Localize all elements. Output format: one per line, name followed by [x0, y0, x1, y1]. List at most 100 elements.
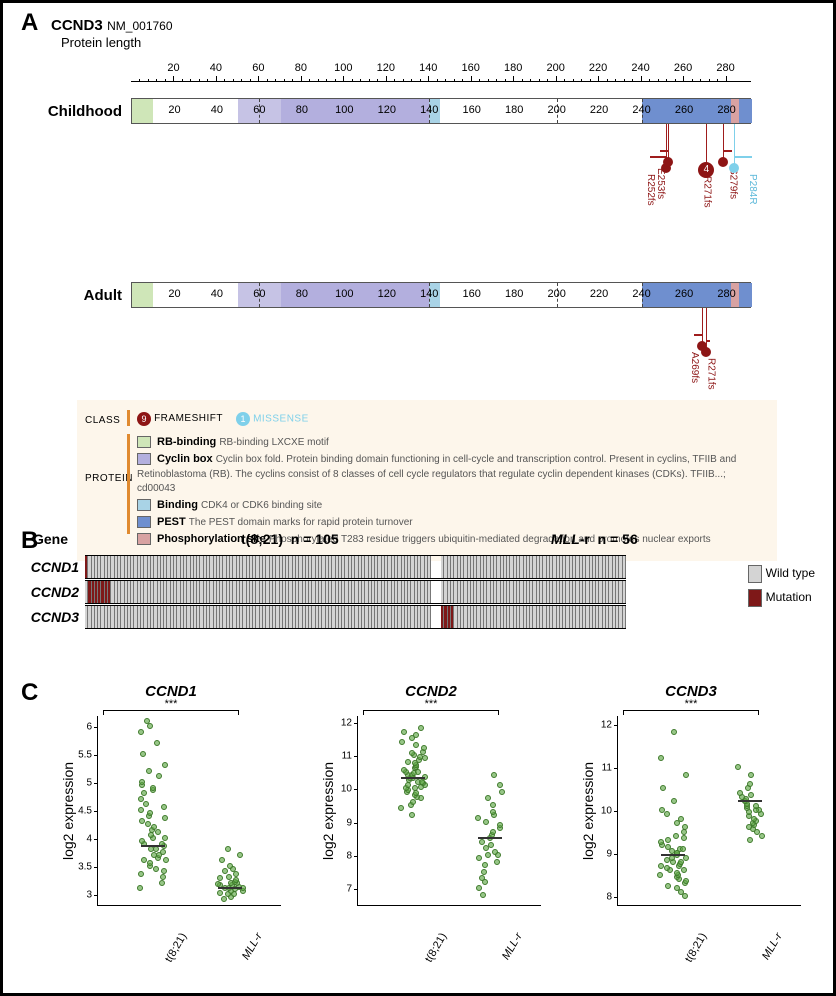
data-point [401, 729, 407, 735]
lollipop-label: R271fs [705, 358, 716, 390]
missense-badge: 1 [236, 412, 250, 426]
bar-number: 240 [632, 104, 650, 116]
data-point [658, 863, 664, 869]
protein-legend-line: RB-binding RB-binding LXCXE motif [137, 435, 761, 450]
bar-number: 80 [296, 104, 308, 116]
data-point [497, 822, 503, 828]
protein-length-label: Protein length [61, 35, 815, 50]
data-point [138, 807, 144, 813]
data-point [482, 862, 488, 868]
bar-number: 200 [547, 104, 565, 116]
data-point [162, 815, 168, 821]
data-point [148, 832, 154, 838]
data-point [151, 824, 157, 830]
data-point [150, 785, 156, 791]
bar-number: 40 [211, 288, 223, 300]
xtick-label: MLL-r [760, 931, 785, 962]
data-point [409, 750, 415, 756]
bar-number: 160 [463, 288, 481, 300]
data-point [225, 846, 231, 852]
ytick-label: 12 [584, 719, 612, 730]
bar-number: 140 [420, 104, 438, 116]
legend-name: Binding [157, 499, 201, 511]
panel-a: CCND3 NM_001760 Protein length 204060801… [21, 13, 815, 561]
ruler-tick-label: 100 [334, 62, 352, 74]
data-point [422, 755, 428, 761]
data-point [680, 846, 686, 852]
data-point [479, 839, 485, 845]
panel-b-legend: Wild type Mutation [748, 565, 815, 607]
bar-number: 20 [168, 104, 180, 116]
legend-desc: Cyclin box fold. Protein binding domain … [137, 454, 736, 495]
data-point [673, 833, 679, 839]
lollipop-label: E253fs [655, 168, 666, 199]
significance-bar: *** [61, 702, 281, 716]
ruler-tick-label: 220 [589, 62, 607, 74]
data-point [140, 751, 146, 757]
data-point [413, 732, 419, 738]
track-label: Adult [22, 287, 122, 304]
data-point [161, 868, 167, 874]
data-point [138, 729, 144, 735]
data-point [160, 849, 166, 855]
data-point [476, 885, 482, 891]
data-point [162, 762, 168, 768]
missense-label: MISSENSE [253, 413, 309, 424]
ruler-tick-label: 280 [716, 62, 734, 74]
yaxis-label: log2 expression [320, 761, 336, 859]
data-point [138, 871, 144, 877]
data-point [139, 838, 145, 844]
data-point [401, 767, 407, 773]
scatter-area: log2 expression789101112t(8;21)MLL-r [357, 716, 541, 906]
ytick-label: 4 [64, 833, 92, 844]
data-point [659, 807, 665, 813]
data-point [217, 875, 223, 881]
data-point [681, 867, 687, 873]
data-point [485, 795, 491, 801]
legend-desc: RB-binding LXCXE motif [219, 437, 329, 448]
lollipop-head [729, 163, 739, 173]
data-point [658, 755, 664, 761]
bar-number: 140 [420, 288, 438, 300]
data-point [237, 852, 243, 858]
data-point [144, 718, 150, 724]
data-point [479, 875, 485, 881]
ruler-tick-label: 120 [377, 62, 395, 74]
xtick-label: t(8;21) [423, 931, 449, 965]
lollipop-label: R271fs [701, 176, 712, 208]
data-point [141, 857, 147, 863]
data-point [748, 792, 754, 798]
legend-name: Cyclin box [157, 453, 216, 465]
bar-number: 220 [590, 288, 608, 300]
data-point [748, 772, 754, 778]
bar-number: 280 [717, 288, 735, 300]
protein-ruler: 20406080100120140160180200220240260280 [131, 54, 751, 82]
ytick-label: 7 [324, 884, 352, 895]
ytick-label: 3.5 [64, 861, 92, 872]
lollipop-label: A269fs [689, 352, 700, 383]
data-point [665, 844, 671, 850]
ytick-label: 10 [324, 784, 352, 795]
data-point [674, 870, 680, 876]
legend-name: RB-binding [157, 436, 219, 448]
data-point [475, 815, 481, 821]
lollipop-head [701, 347, 711, 357]
protein-legend-line: Cyclin box Cyclin box fold. Protein bind… [137, 452, 761, 497]
xtick-label: t(8;21) [683, 931, 709, 965]
data-point [233, 877, 239, 883]
data-point [418, 725, 424, 731]
median-line [218, 887, 242, 889]
group2-header: MLL-r n = 56 [551, 531, 638, 547]
data-point [483, 819, 489, 825]
data-point [141, 790, 147, 796]
data-point [146, 768, 152, 774]
data-point [155, 829, 161, 835]
data-point [480, 892, 486, 898]
data-point [681, 835, 687, 841]
bar-number: 240 [632, 288, 650, 300]
frameshift-badge: 9 [137, 412, 151, 426]
median-line [738, 800, 762, 802]
lollipop-head [663, 157, 673, 167]
accession: NM_001760 [107, 19, 172, 33]
data-point [227, 863, 233, 869]
